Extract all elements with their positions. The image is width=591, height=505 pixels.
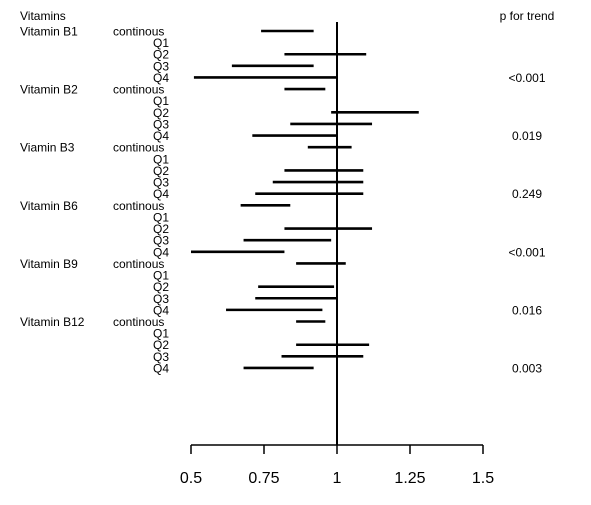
- x-tick-label-4: 1.5: [472, 470, 494, 487]
- row-label-viamin-b3-q3: Q3: [153, 176, 169, 190]
- p-trend-vitamin-b1: <0.001: [508, 71, 545, 85]
- group-label-vitamin-b9: Vitamin B9: [20, 257, 78, 271]
- group-label-vitamin-b2: Vitamin B2: [20, 83, 78, 97]
- row-label-vitamin-b6-q2: Q2: [153, 222, 169, 236]
- p-trend-vitamin-b9: 0.016: [512, 303, 542, 317]
- row-label-viamin-b3-q1: Q1: [153, 152, 169, 166]
- row-label-vitamin-b6-q3: Q3: [153, 234, 169, 248]
- group-label-vitamin-b12: Vitamin B12: [20, 315, 85, 329]
- row-label-vitamin-b2-q3: Q3: [153, 117, 169, 131]
- row-label-vitamin-b9-q4: Q4: [153, 303, 169, 317]
- row-label-vitamin-b2-q4: Q4: [153, 129, 169, 143]
- row-label-vitamin-b12-q4: Q4: [153, 361, 169, 375]
- header-p-for-trend: p for trend: [500, 9, 555, 23]
- row-label-vitamin-b12-q1: Q1: [153, 327, 169, 341]
- row-label-vitamin-b12-q3: Q3: [153, 350, 169, 364]
- row-label-vitamin-b2-q2: Q2: [153, 106, 169, 120]
- row-label-vitamin-b12-q2: Q2: [153, 338, 169, 352]
- p-trend-vitamin-b12: 0.003: [512, 361, 542, 375]
- x-tick-label-0: 0.5: [180, 470, 202, 487]
- row-label-vitamin-b9-q3: Q3: [153, 292, 169, 306]
- row-label-vitamin-b12-continous: continous: [113, 315, 164, 329]
- row-label-vitamin-b9-continous: continous: [113, 257, 164, 271]
- p-trend-viamin-b3: 0.249: [512, 187, 542, 201]
- group-label-viamin-b3: Viamin B3: [20, 141, 75, 155]
- row-label-vitamin-b9-q2: Q2: [153, 280, 169, 294]
- x-tick-label-2: 1: [333, 470, 342, 487]
- p-trend-vitamin-b6: <0.001: [508, 245, 545, 259]
- header-vitamins: Vitamins: [20, 9, 66, 23]
- row-label-viamin-b3-q4: Q4: [153, 187, 169, 201]
- row-label-viamin-b3-q2: Q2: [153, 164, 169, 178]
- x-tick-label-1: 0.75: [248, 470, 279, 487]
- row-label-viamin-b3-continous: continous: [113, 141, 164, 155]
- confidence-intervals: [191, 29, 419, 370]
- row-label-vitamin-b1-q1: Q1: [153, 36, 169, 50]
- group-label-vitamin-b1: Vitamin B1: [20, 25, 78, 39]
- p-trend-vitamin-b2: 0.019: [512, 129, 542, 143]
- row-label-vitamin-b1-q4: Q4: [153, 71, 169, 85]
- x-tick-label-3: 1.25: [394, 470, 425, 487]
- row-label-vitamin-b1-continous: continous: [113, 25, 164, 39]
- row-label-vitamin-b6-continous: continous: [113, 199, 164, 213]
- group-label-vitamin-b6: Vitamin B6: [20, 199, 78, 213]
- row-label-vitamin-b6-q4: Q4: [153, 245, 169, 259]
- row-label-vitamin-b9-q1: Q1: [153, 269, 169, 283]
- row-label-vitamin-b6-q1: Q1: [153, 210, 169, 224]
- row-label-vitamin-b2-q1: Q1: [153, 94, 169, 108]
- x-axis: 0.5 0.75 1 1.25 1.5: [180, 444, 494, 487]
- row-label-vitamin-b2-continous: continous: [113, 83, 164, 97]
- p-trend-values: <0.001 0.019 0.249 <0.001 0.016 0.003: [508, 71, 545, 376]
- row-label-vitamin-b1-q3: Q3: [153, 59, 169, 73]
- row-label-vitamin-b1-q2: Q2: [153, 48, 169, 62]
